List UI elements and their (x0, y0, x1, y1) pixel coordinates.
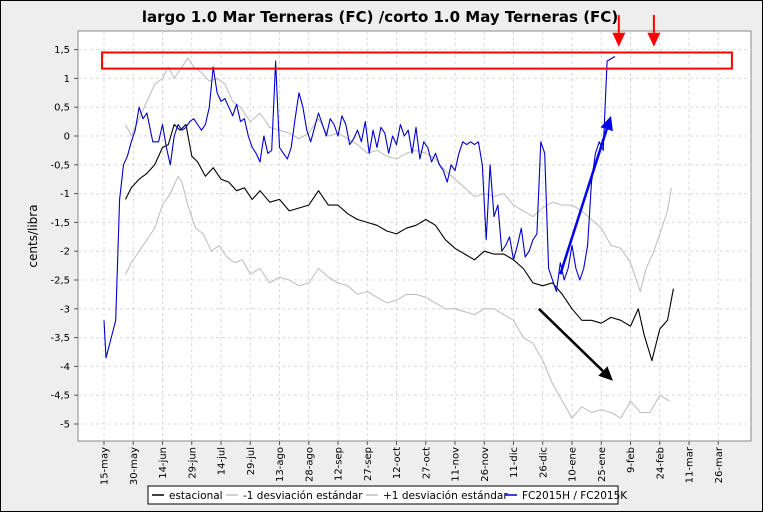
legend-label: -1 desviación estándar (243, 490, 363, 502)
red-arrow-head (612, 32, 626, 47)
x-tick-label: 30-may (129, 447, 140, 485)
blue-arrow-shaft (559, 128, 608, 275)
y-tick-label: -4 (60, 362, 70, 373)
chart-title: largo 1.0 Mar Terneras (FC) /corto 1.0 M… (142, 8, 618, 26)
y-tick-label: -4,5 (50, 391, 70, 402)
y-tick-label: 1,5 (54, 45, 70, 56)
y-axis: 1,5 1 0,5 0 -0,5 -1 -1,5 -2 -2,5 -3 -3,5 -4 -4,5 -5 (50, 45, 78, 431)
y-tick-label: -1 (60, 189, 70, 200)
x-tick-label: 11-dic (509, 447, 520, 478)
black-arrow-shaft (537, 307, 604, 372)
gridlines (78, 31, 751, 441)
x-tick-label: 24-feb (655, 447, 666, 479)
x-tick-label: 12-sep (334, 447, 345, 481)
legend-item-estacional: estacional (152, 490, 223, 502)
legend-item-minus-1-std: -1 desviación estándar (226, 490, 363, 502)
x-tick-label: 15-may (100, 447, 111, 485)
y-tick-label: 0 (64, 132, 70, 143)
blue-arrow-head (600, 115, 613, 132)
y-tick-label: -2 (60, 247, 70, 258)
x-tick-label: 10-ene (568, 447, 579, 482)
series-minus-1-std (125, 175, 670, 419)
legend-item-fc2015: FC2015H / FC2015K (505, 490, 628, 502)
black-arrow-head (598, 366, 613, 381)
legend: estacional -1 desviación estándar +1 desvi… (152, 490, 628, 502)
x-tick-label: 27-sep (363, 447, 374, 481)
y-tick-label: -3 (60, 304, 70, 315)
series-estacional (125, 123, 674, 362)
red-arrow-head (647, 32, 661, 47)
black-arrow (537, 307, 613, 381)
red-arrow (647, 15, 661, 47)
x-tick-label: 29-jun (187, 447, 198, 479)
annotations (101, 15, 733, 381)
y-tick-label: -0,5 (50, 160, 70, 171)
x-tick-label: 25-ene (597, 447, 608, 482)
x-tick-label: 14-jun (158, 447, 169, 479)
legend-box (147, 485, 619, 505)
x-tick-label: 26-nov (480, 447, 491, 482)
x-tick-label: 9-feb (626, 447, 637, 473)
plot-area (77, 30, 752, 442)
x-tick-label: 14-jul (217, 447, 228, 475)
y-tick-label: 0,5 (54, 103, 70, 114)
red-arrow (612, 15, 626, 47)
y-tick-label: -5 (60, 420, 70, 431)
legend-label: FC2015H / FC2015K (522, 490, 628, 502)
legend-label: estacional (169, 490, 223, 502)
y-tick-label: -1,5 (50, 218, 70, 229)
x-tick-label: 11-mar (685, 446, 696, 483)
y-tick-label: -2,5 (50, 276, 70, 287)
y-tick-label: 1 (64, 74, 70, 85)
series-fc2015h-fc2015k (103, 56, 616, 359)
x-tick-label: 11-nov (451, 447, 462, 482)
x-tick-label: 12-oct (392, 447, 403, 479)
x-axis: 15-may 30-may 14-jun 29-jun 14-jul 29-jul 13-a… (100, 441, 725, 485)
y-axis-label: cents/libra (26, 204, 40, 267)
blue-arrow (559, 115, 613, 275)
x-tick-label: 13-ago (275, 447, 286, 482)
x-tick-label: 29-jul (246, 447, 257, 475)
legend-item-plus-1-std: +1 desviación estándar (366, 490, 508, 502)
x-tick-label: 26-dic (538, 447, 549, 478)
x-tick-label: 28-ago (304, 447, 315, 482)
highlight-box (101, 51, 733, 70)
legend-label: +1 desviación estándar (383, 490, 508, 502)
x-tick-label: 27-oct (421, 447, 432, 479)
x-tick-label: 26-mar (714, 446, 725, 483)
y-tick-label: -3,5 (50, 333, 70, 344)
